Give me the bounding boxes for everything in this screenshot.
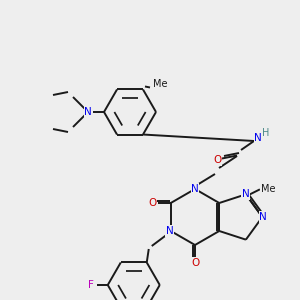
Text: Me: Me xyxy=(153,80,167,89)
Text: N: N xyxy=(84,107,92,117)
Text: N: N xyxy=(260,212,267,222)
Text: H: H xyxy=(262,128,270,138)
Text: N: N xyxy=(254,133,262,143)
Text: N: N xyxy=(242,189,250,199)
Text: N: N xyxy=(166,226,174,236)
Text: O: O xyxy=(191,258,199,268)
Text: O: O xyxy=(213,155,221,165)
Text: F: F xyxy=(88,280,94,290)
Text: N: N xyxy=(191,184,199,194)
Text: O: O xyxy=(148,198,157,208)
Text: Me: Me xyxy=(261,184,275,194)
